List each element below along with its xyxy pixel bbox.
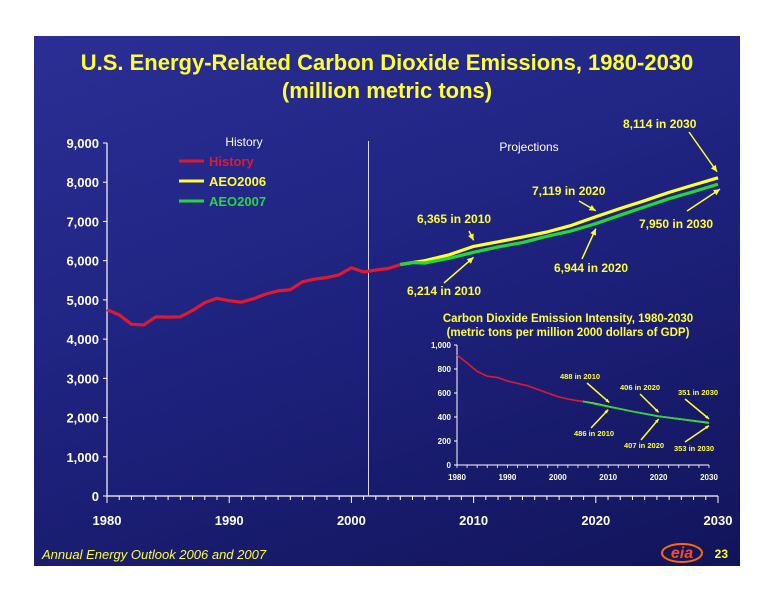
inset-x-tick-label: 1990 bbox=[499, 473, 517, 482]
inset-x-tick-label: 2000 bbox=[549, 473, 567, 482]
inset-x-tick-label: 2030 bbox=[700, 473, 718, 482]
annotation-arrow-head bbox=[588, 204, 596, 211]
inset-x-tick-label: 2020 bbox=[650, 473, 668, 482]
y-tick-label: 3,000 bbox=[66, 371, 99, 386]
inset-series-line-aeo2007 bbox=[582, 400, 710, 424]
annotation-arrow-head bbox=[713, 189, 720, 196]
x-tick-label: 2010 bbox=[459, 513, 488, 528]
y-tick-label: 6,000 bbox=[66, 254, 99, 269]
annotation-label: 6,944 in 2020 bbox=[554, 261, 628, 275]
inset-y-tick-label: 600 bbox=[438, 389, 452, 398]
y-tick-label: 9,000 bbox=[66, 136, 99, 151]
inset-title: Carbon Dioxide Emission Intensity, 1980-… bbox=[443, 313, 693, 325]
annotation-label: 6,214 in 2010 bbox=[407, 284, 481, 298]
inset-annotation-arrow-shaft bbox=[586, 382, 610, 404]
inset-annotation-label: 488 in 2010 bbox=[560, 372, 600, 381]
y-tick-label: 1,000 bbox=[66, 450, 99, 465]
chart-subtitle: (million metric tons) bbox=[281, 78, 493, 103]
inset-x-tick-label: 1980 bbox=[448, 473, 466, 482]
inset-annotation-arrow-shaft bbox=[684, 425, 710, 443]
x-tick-label: 2030 bbox=[704, 513, 733, 528]
legend-label-aeo2006: AEO2006 bbox=[209, 174, 266, 189]
inset-subtitle: (metric tons per million 2000 dollars of… bbox=[447, 327, 690, 339]
inset-annotation-arrow-shaft bbox=[590, 409, 609, 429]
eia-logo-icon: eia bbox=[661, 543, 703, 563]
inset-y-tick-label: 800 bbox=[438, 365, 452, 374]
inset-annotation-arrow-shaft bbox=[684, 398, 710, 420]
inset-annotation-arrow-head bbox=[705, 425, 709, 430]
annotation-label: 6,365 in 2010 bbox=[417, 212, 491, 226]
inset-x-tick-label: 2010 bbox=[599, 473, 617, 482]
inset-annotation-arrow-head bbox=[604, 409, 609, 414]
chart-title: U.S. Energy-Related Carbon Dioxide Emiss… bbox=[80, 50, 694, 75]
inset-annotation-label: 407 in 2020 bbox=[624, 441, 664, 450]
inset-y-tick-label: 0 bbox=[447, 461, 452, 470]
y-tick-label: 5,000 bbox=[66, 293, 99, 308]
inset-y-tick-label: 400 bbox=[438, 413, 452, 422]
y-tick-label: 2,000 bbox=[66, 411, 99, 426]
footer-source: Annual Energy Outlook 2006 and 2007 bbox=[42, 547, 267, 562]
annotation-arrow-head bbox=[590, 228, 596, 236]
y-tick-label: 8,000 bbox=[66, 175, 99, 190]
annotation-arrow-head bbox=[466, 257, 474, 264]
x-tick-label: 1990 bbox=[215, 513, 244, 528]
inset-annotation-label: 406 in 2020 bbox=[620, 383, 660, 392]
intensity-inset-chart: Carbon Dioxide Emission Intensity, 1980-… bbox=[431, 313, 718, 482]
annotation-arrow-shaft bbox=[443, 256, 475, 284]
annotation-arrow-shaft bbox=[686, 188, 721, 212]
region-label-projections: Projections bbox=[499, 140, 558, 154]
inset-annotation-label: 486 in 2010 bbox=[574, 429, 614, 438]
inset-annotation-arrow-shaft bbox=[639, 393, 660, 413]
annotation-arrow-shaft bbox=[688, 131, 718, 173]
x-tick-label: 2020 bbox=[581, 513, 610, 528]
region-label-history: History bbox=[225, 135, 262, 149]
annotation-label: 8,114 in 2030 bbox=[623, 117, 697, 131]
legend-label-history: History bbox=[209, 154, 255, 169]
inset-annotation-arrow-head bbox=[654, 408, 659, 413]
x-tick-label: 1980 bbox=[93, 513, 122, 528]
inset-annotation-arrow-head bbox=[654, 419, 659, 424]
inset-series-line-history bbox=[456, 354, 584, 403]
y-tick-label: 7,000 bbox=[66, 214, 99, 229]
svg-text:eia: eia bbox=[671, 545, 693, 562]
annotation-arrow-head bbox=[710, 164, 717, 172]
inset-annotation-label: 351 in 2030 bbox=[678, 388, 718, 397]
inset-y-tick-label: 200 bbox=[438, 437, 452, 446]
emissions-chart: 0 1,000 2,000 3,000 4,000 5,000 6,000 7,000 8,00… bbox=[66, 117, 733, 528]
x-tick-label: 2000 bbox=[337, 513, 366, 528]
inset-annotation-arrow-head bbox=[605, 398, 610, 403]
inset-y-tick-label: 1,000 bbox=[431, 341, 452, 350]
page-number: 23 bbox=[714, 547, 728, 561]
series-line-aeo2006 bbox=[400, 176, 719, 267]
legend-label-aeo2007: AEO2007 bbox=[209, 194, 266, 209]
annotation-label: 7,950 in 2030 bbox=[639, 217, 713, 231]
y-tick-label: 0 bbox=[92, 489, 99, 504]
inset-annotation-arrow-shaft bbox=[640, 418, 660, 441]
y-tick-label: 4,000 bbox=[66, 332, 99, 347]
inset-annotation-label: 353 in 2030 bbox=[674, 444, 714, 453]
annotation-arrow-head bbox=[468, 233, 474, 241]
annotation-label: 7,119 in 2020 bbox=[532, 184, 606, 198]
slide: U.S. Energy-Related Carbon Dioxide Emiss… bbox=[34, 36, 740, 566]
series-line-history bbox=[106, 261, 413, 327]
series-line-aeo2007 bbox=[400, 182, 719, 267]
inset-annotation-arrow-head bbox=[705, 415, 709, 419]
